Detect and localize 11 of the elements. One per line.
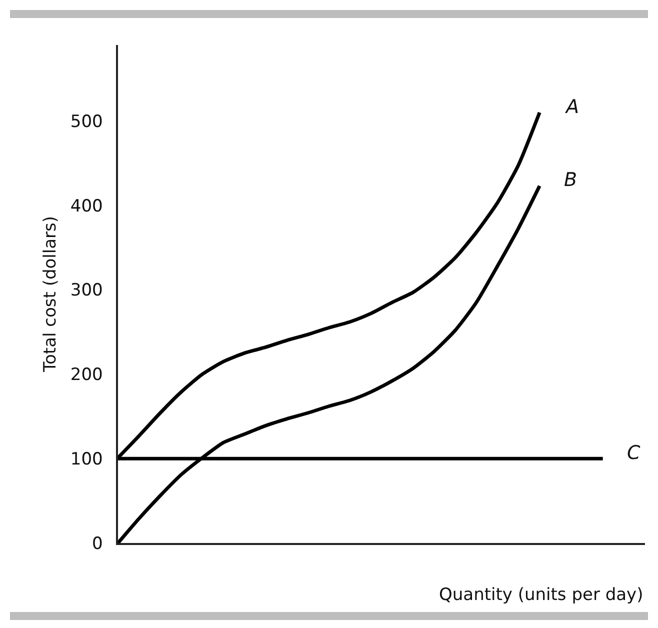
x-axis-title: Quantity (units per day) [439,585,644,605]
y-tick-label: 200 [70,365,103,386]
y-tick-label: 500 [70,112,103,132]
series-label: B [564,169,578,191]
y-axis-title: Total cost (dollars) [40,216,60,373]
y-tick-label: 100 [70,450,103,470]
y-tick-label: 400 [70,196,103,216]
y-tick-label: 300 [70,280,103,301]
series-label: A [564,96,579,118]
y-tick-label: 0 [92,534,103,554]
series-label: C [627,442,641,464]
